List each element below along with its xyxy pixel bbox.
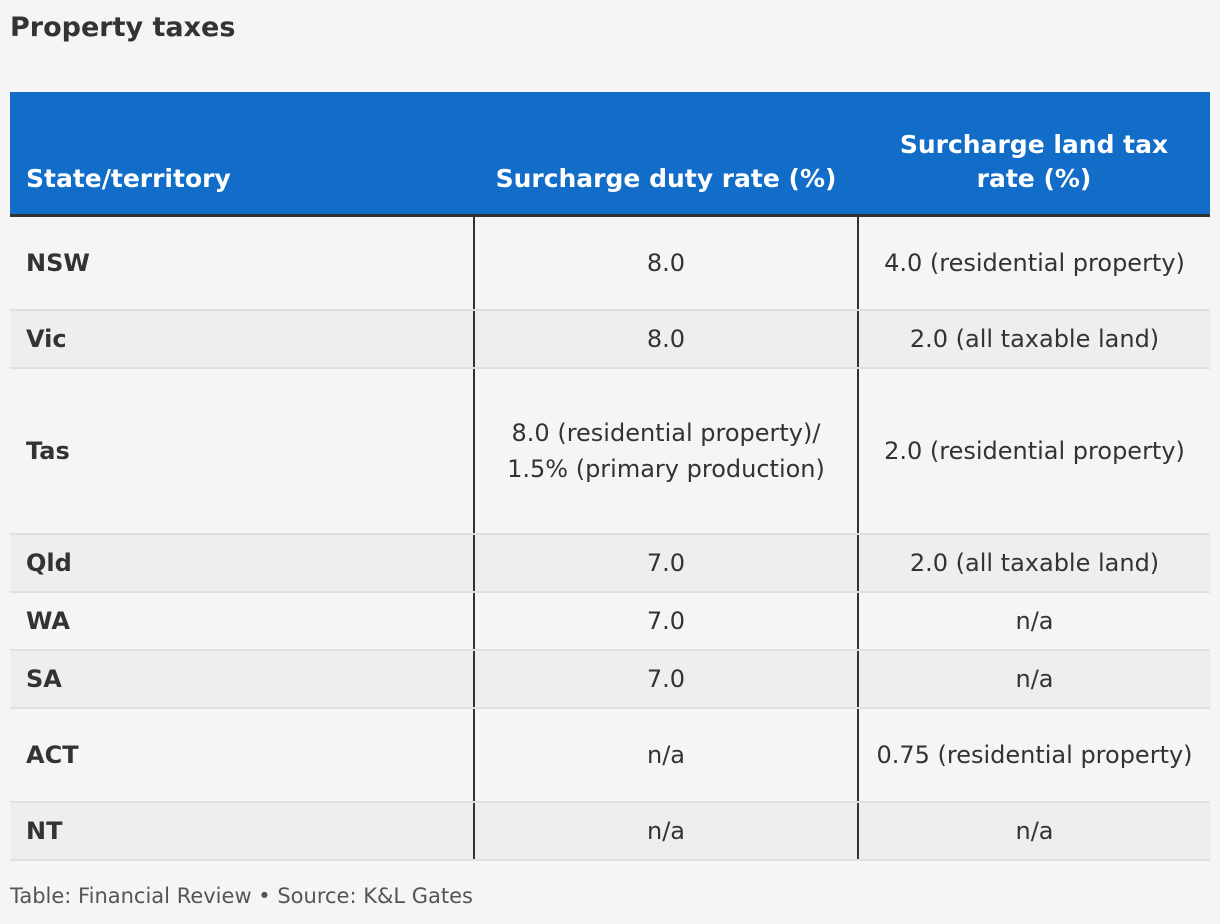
table-row: SA 7.0 n/a <box>10 649 1210 709</box>
table-row: ACT n/a 0.75 (residential property) <box>10 707 1210 803</box>
cell-land-tax-rate: 2.0 (all taxable land) <box>857 533 1210 593</box>
cell-duty-rate: n/a <box>473 801 858 861</box>
property-tax-table: State/territory Surcharge duty rate (%) … <box>10 92 1210 861</box>
cell-state: NSW <box>10 215 474 311</box>
cell-land-tax-rate: n/a <box>857 801 1210 861</box>
cell-state: Qld <box>10 533 474 593</box>
cell-duty-rate: 8.0 <box>473 309 858 369</box>
cell-duty-rate: 8.0 (residential property)/ 1.5% (primar… <box>473 367 858 535</box>
cell-land-tax-rate: n/a <box>857 591 1210 651</box>
cell-land-tax-rate: 4.0 (residential property) <box>857 215 1210 311</box>
source-footer: Table: Financial Review • Source: K&L Ga… <box>10 884 473 908</box>
cell-land-tax-rate: 2.0 (residential property) <box>857 367 1210 535</box>
cell-land-tax-rate: 2.0 (all taxable land) <box>857 309 1210 369</box>
cell-state: Tas <box>10 367 474 535</box>
table-row: WA 7.0 n/a <box>10 591 1210 651</box>
table-row: NSW 8.0 4.0 (residential property) <box>10 215 1210 311</box>
cell-state: SA <box>10 649 474 709</box>
table-row: Vic 8.0 2.0 (all taxable land) <box>10 309 1210 369</box>
cell-land-tax-rate: 0.75 (residential property) <box>857 707 1210 803</box>
table-row: Qld 7.0 2.0 (all taxable land) <box>10 533 1210 593</box>
table-row: Tas 8.0 (residential property)/ 1.5% (pri… <box>10 367 1210 535</box>
cell-land-tax-rate: n/a <box>857 649 1210 709</box>
page-title: Property taxes <box>10 12 236 43</box>
table-row: NT n/a n/a <box>10 801 1210 861</box>
cell-state: WA <box>10 591 474 651</box>
header-duty-rate: Surcharge duty rate (%) <box>474 92 858 217</box>
cell-state: Vic <box>10 309 474 369</box>
cell-duty-rate: n/a <box>473 707 858 803</box>
table-header-row: State/territory Surcharge duty rate (%) … <box>10 92 1210 217</box>
cell-duty-rate: 7.0 <box>473 649 858 709</box>
cell-duty-rate: 7.0 <box>473 591 858 651</box>
header-state: State/territory <box>10 92 474 217</box>
cell-duty-rate: 7.0 <box>473 533 858 593</box>
header-land-tax-rate: Surcharge land tax rate (%) <box>858 92 1210 217</box>
cell-state: NT <box>10 801 474 861</box>
cell-duty-rate: 8.0 <box>473 215 858 311</box>
cell-state: ACT <box>10 707 474 803</box>
